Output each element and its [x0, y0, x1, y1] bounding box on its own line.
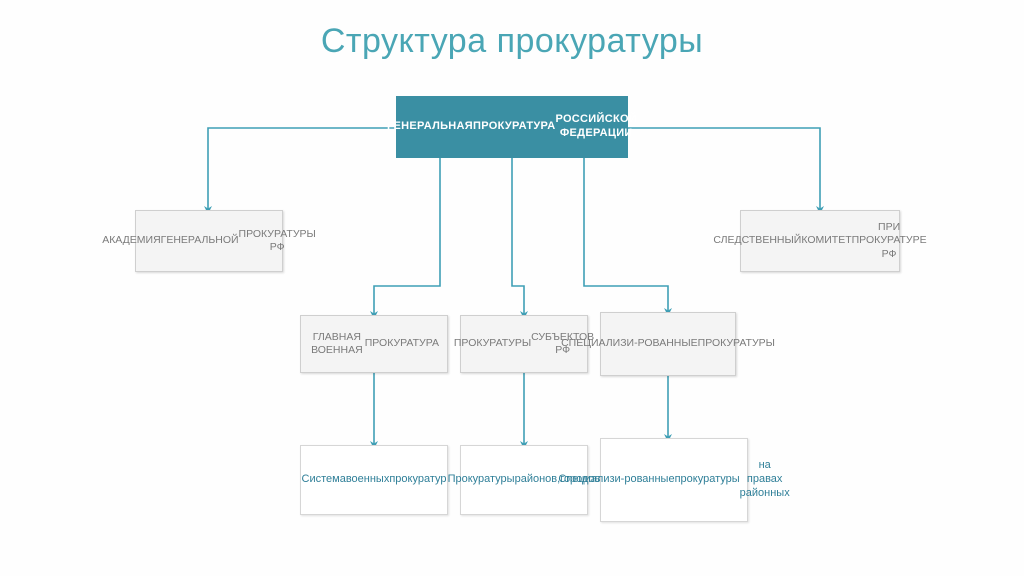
node-academy: АКАДЕМИЯГЕНЕРАЛЬНОЙПРОКУРАТУРЫ РФ — [135, 210, 283, 272]
node-specialized-district: Специализи-рованныепрокуратурына правах … — [600, 438, 748, 522]
node-specialized: СПЕЦИАЛИЗИ-РОВАННЫЕПРОКУРАТУРЫ — [600, 312, 736, 376]
node-military-system: Системавоенныхпрокуратур — [300, 445, 448, 515]
node-investigative-committee: СЛЕДСТВЕННЫЙКОМИТЕТПРИ ПРОКУРАТУРЕ РФ — [740, 210, 900, 272]
node-military-main: ГЛАВНАЯ ВОЕННАЯПРОКУРАТУРА — [300, 315, 448, 373]
page-title: Структура прокуратуры — [0, 22, 1024, 61]
node-root: ГЕНЕРАЛЬНАЯПРОКУРАТУРАРОССИЙСКОЙ ФЕДЕРАЦ… — [396, 96, 628, 158]
